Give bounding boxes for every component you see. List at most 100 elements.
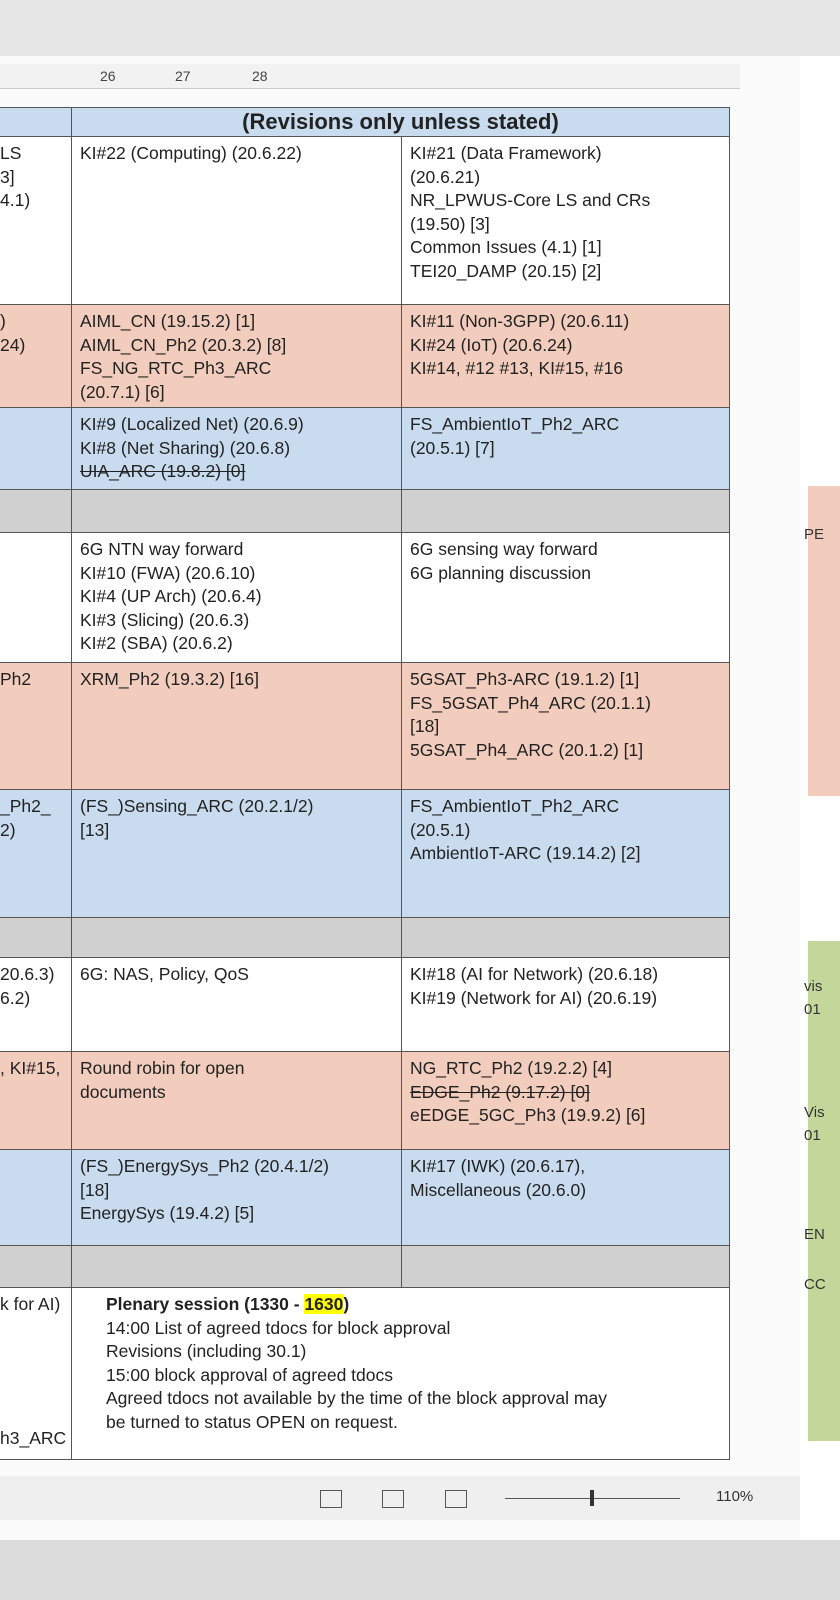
cell: _Ph2_ 2): [0, 790, 72, 917]
cell-line: KI#10 (FWA) (20.6.10): [80, 562, 256, 583]
cell-line: KI#24 (IoT) (20.6.24): [410, 334, 573, 355]
cell: 20.6.3) 6.2): [0, 958, 72, 1051]
zoom-level: 110%: [716, 1488, 754, 1505]
cell-line: [18]: [80, 1179, 110, 1200]
cell-line: TEI20_DAMP (20.15) [2]: [410, 260, 602, 281]
side-text: 01: [804, 1127, 821, 1144]
cell: [0, 1150, 72, 1245]
table-row: [0, 1246, 730, 1288]
cell: [72, 490, 402, 532]
cell-line: _Ph2_: [0, 796, 51, 816]
cell: NG_RTC_Ph2 (19.2.2) [4] EDGE_Ph2 (9.17.2)…: [402, 1052, 730, 1149]
side-column: PE vis 01 Vis 01 EN CC: [800, 56, 840, 1540]
web-layout[interactable]: [445, 1490, 467, 1508]
cell-line: 6G planning discussion: [410, 562, 591, 583]
ruler-mark: 26: [100, 68, 116, 84]
ruler-mark: 28: [252, 68, 268, 84]
cell: [72, 1246, 402, 1287]
cell-line: (FS_)EnergySys_Ph2 (20.4.1/2): [80, 1156, 330, 1176]
cell: 6G sensing way forward 6G planning discus…: [402, 533, 730, 662]
cell-line: KI#8 (Net Sharing) (20.6.8): [80, 437, 291, 458]
cell-line: Common Issues (4.1) [1]: [410, 237, 602, 257]
cell-line: 6G sensing way forward: [410, 539, 598, 559]
cell: k for AI) h3_ARC: [0, 1288, 72, 1459]
cell: XRM_Ph2 (19.3.2) [16]: [72, 663, 402, 789]
header-text: (Revisions only unless stated): [72, 108, 730, 136]
table-row: KI#9 (Localized Net) (20.6.9) KI#8 (Net S…: [0, 408, 730, 490]
cell-line: KI#22 (Computing) (20.6.22): [80, 143, 302, 163]
cell-line: KI#3 (Slicing) (20.6.3): [80, 609, 250, 630]
cell: 5GSAT_Ph3-ARC (19.1.2) [1] FS_5GSAT_Ph4_A…: [402, 663, 730, 789]
side-text: Vis: [804, 1104, 825, 1121]
table-row: [0, 490, 730, 533]
cell-line: 3]: [0, 166, 15, 187]
table-row: _Ph2_ 2) (FS_)Sensing_ARC (20.2.1/2) [13] FS…: [0, 790, 730, 918]
cell-line: h3_ARC: [0, 1427, 67, 1448]
cell-line: [13]: [80, 819, 110, 840]
plenary-title: Plenary session (1330 - 1630): [106, 1293, 721, 1317]
side-text: EN: [804, 1226, 825, 1243]
cell-line: KI#18 (AI for Network) (20.6.18): [410, 964, 659, 984]
cell-line: 15:00 block approval of agreed tdocs: [106, 1364, 393, 1385]
title-part: ): [343, 1294, 350, 1314]
cell-line: 5GSAT_Ph4_ARC (20.1.2) [1]: [410, 739, 644, 760]
cell-line: FS_NG_RTC_Ph3_ARC: [80, 358, 272, 378]
cell-line: ): [0, 311, 6, 331]
cell-line: documents: [80, 1081, 166, 1102]
cell-line: XRM_Ph2 (19.3.2) [16]: [80, 669, 259, 689]
cell: KI#22 (Computing) (20.6.22): [72, 137, 402, 304]
cell: [402, 1246, 730, 1287]
cell: [0, 533, 72, 662]
cell-line: 2): [0, 819, 16, 840]
table-row: ) 24) AIML_CN (19.15.2) [1] AIML_CN_Ph2 (20…: [0, 305, 730, 408]
cell-line: 6.2): [0, 987, 31, 1008]
cell-line: FS_AmbientIoT_Ph2_ARC: [410, 796, 620, 816]
cell-line: FS_AmbientIoT_Ph2_ARC: [410, 414, 620, 434]
cell: 6G NTN way forward KI#10 (FWA) (20.6.10) K…: [72, 533, 402, 662]
cell-line: 5GSAT_Ph3-ARC (19.1.2) [1]: [410, 669, 640, 689]
cell: KI#9 (Localized Net) (20.6.9) KI#8 (Net S…: [72, 408, 402, 489]
cell: [0, 1246, 72, 1287]
print-layout[interactable]: [382, 1490, 404, 1508]
cell: FS_AmbientIoT_Ph2_ARC (20.5.1) AmbientIoT-…: [402, 790, 730, 917]
cell-line: 20.6.3): [0, 964, 55, 984]
cell-line: KI#19 (Network for AI) (20.6.19): [410, 987, 658, 1008]
cell: FS_AmbientIoT_Ph2_ARC (20.5.1) [7]: [402, 408, 730, 489]
cell-line: AmbientIoT-ARC (19.14.2) [2]: [410, 843, 641, 863]
cell-line: (FS_)Sensing_ARC (20.2.1/2): [80, 796, 314, 816]
table-row: 20.6.3) 6.2) 6G: NAS, Policy, QoS KI#18 (AI…: [0, 958, 730, 1052]
cell: KI#18 (AI for Network) (20.6.18) KI#19 (N…: [402, 958, 730, 1051]
side-text: vis: [804, 978, 823, 995]
cell: Ph2: [0, 663, 72, 789]
cell-line: (20.6.21): [410, 166, 481, 187]
read-mode[interactable]: [320, 1490, 342, 1508]
cell-line: KI#17 (IWK) (20.6.17),: [410, 1156, 586, 1176]
cell: AIML_CN (19.15.2) [1] AIML_CN_Ph2 (20.3.2…: [72, 305, 402, 407]
cell: LS 3] 4.1): [0, 137, 72, 304]
cell-line: (20.5.1): [410, 819, 471, 840]
cell: ) 24): [0, 305, 72, 407]
cell-line: NG_RTC_Ph2 (19.2.2) [4]: [410, 1058, 612, 1078]
table-row: Ph2 XRM_Ph2 (19.3.2) [16] 5GSAT_Ph3-ARC (1…: [0, 663, 730, 790]
cell-line: KI#21 (Data Framework): [410, 143, 602, 163]
cell-line: (20.5.1) [7]: [410, 437, 495, 458]
plenary-row: k for AI) h3_ARC Plenary session (1330 - 1…: [0, 1288, 730, 1460]
cell-line: (20.7.1) [6]: [80, 381, 165, 402]
cell: [0, 108, 72, 136]
cell: 6G: NAS, Policy, QoS: [72, 958, 402, 1051]
cell-line: 4.1): [0, 190, 31, 210]
status-bar: 110%: [0, 1476, 800, 1520]
zoom-thumb[interactable]: [590, 1490, 594, 1506]
cell-line: UIA_ARC (19.8.2) [0]: [80, 461, 246, 481]
cell-line: k for AI): [0, 1294, 61, 1314]
cell-line: KI#11 (Non-3GPP) (20.6.11): [410, 311, 630, 331]
cell: KI#11 (Non-3GPP) (20.6.11) KI#24 (IoT) (2…: [402, 305, 730, 407]
cell-line: EDGE_Ph2 (9.17.2) [0]: [410, 1081, 590, 1102]
cell-line: KI#9 (Localized Net) (20.6.9): [80, 414, 304, 434]
cell-line: Agreed tdocs not available by the time o…: [106, 1388, 607, 1408]
cell: KI#17 (IWK) (20.6.17), Miscellaneous (20.…: [402, 1150, 730, 1245]
cell: , KI#15,: [0, 1052, 72, 1149]
cell-line: AIML_CN (19.15.2) [1]: [80, 311, 256, 331]
cell-line: LS: [0, 143, 22, 163]
cell: (FS_)EnergySys_Ph2 (20.4.1/2) [18] EnergyS…: [72, 1150, 402, 1245]
